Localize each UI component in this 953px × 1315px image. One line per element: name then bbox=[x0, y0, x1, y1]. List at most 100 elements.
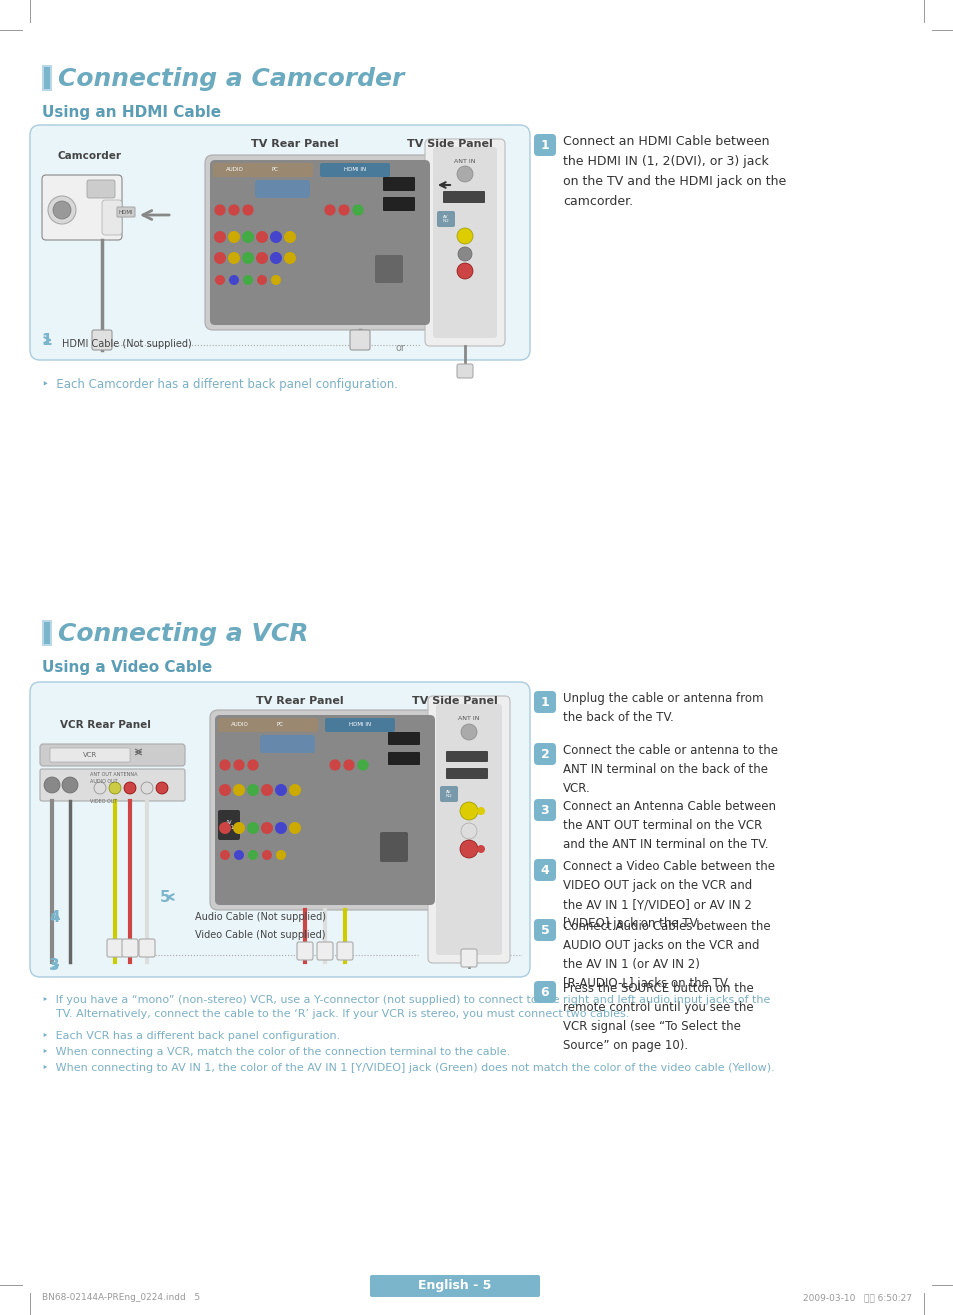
Text: English - 5: English - 5 bbox=[417, 1279, 491, 1293]
Text: HDMI Cable (Not supplied): HDMI Cable (Not supplied) bbox=[62, 339, 192, 348]
Circle shape bbox=[255, 231, 268, 243]
Circle shape bbox=[247, 822, 258, 834]
Circle shape bbox=[242, 231, 253, 243]
Circle shape bbox=[233, 822, 245, 834]
Circle shape bbox=[456, 227, 473, 245]
FancyBboxPatch shape bbox=[254, 180, 310, 199]
Text: AUDIO OUT: AUDIO OUT bbox=[90, 778, 117, 784]
Circle shape bbox=[274, 784, 287, 796]
FancyBboxPatch shape bbox=[460, 949, 476, 967]
Circle shape bbox=[456, 263, 473, 279]
Circle shape bbox=[476, 846, 484, 853]
Circle shape bbox=[229, 275, 239, 285]
FancyBboxPatch shape bbox=[42, 175, 122, 241]
Text: AV
IN 1: AV IN 1 bbox=[224, 819, 233, 830]
Circle shape bbox=[62, 777, 78, 793]
FancyBboxPatch shape bbox=[117, 206, 135, 217]
Circle shape bbox=[356, 759, 369, 771]
FancyBboxPatch shape bbox=[433, 147, 497, 338]
Circle shape bbox=[94, 782, 106, 794]
Text: ‣  Each VCR has a different back panel configuration.: ‣ Each VCR has a different back panel co… bbox=[42, 1031, 340, 1041]
Circle shape bbox=[337, 204, 350, 216]
FancyBboxPatch shape bbox=[325, 718, 395, 732]
Circle shape bbox=[248, 849, 257, 860]
FancyBboxPatch shape bbox=[336, 942, 353, 960]
FancyBboxPatch shape bbox=[214, 715, 435, 905]
Text: Camcorder: Camcorder bbox=[58, 151, 122, 160]
FancyBboxPatch shape bbox=[382, 178, 415, 191]
Circle shape bbox=[270, 231, 282, 243]
Text: Connect an HDMI Cable between
the HDMI IN (1, 2(DVI), or 3) jack
on the TV and t: Connect an HDMI Cable between the HDMI I… bbox=[562, 135, 785, 208]
Text: HDMI IN: HDMI IN bbox=[349, 722, 371, 726]
Circle shape bbox=[261, 822, 273, 834]
Text: VCR: VCR bbox=[83, 752, 97, 757]
FancyBboxPatch shape bbox=[107, 939, 123, 957]
FancyBboxPatch shape bbox=[296, 942, 313, 960]
Circle shape bbox=[270, 252, 282, 264]
Bar bbox=[42, 619, 52, 646]
FancyBboxPatch shape bbox=[40, 769, 185, 801]
FancyBboxPatch shape bbox=[205, 155, 435, 330]
FancyBboxPatch shape bbox=[534, 743, 556, 765]
Text: 1: 1 bbox=[540, 696, 549, 709]
Text: AV
IN2: AV IN2 bbox=[442, 214, 449, 224]
FancyBboxPatch shape bbox=[439, 786, 457, 802]
FancyBboxPatch shape bbox=[446, 751, 488, 761]
FancyBboxPatch shape bbox=[382, 197, 415, 210]
Text: PC: PC bbox=[276, 722, 283, 726]
Circle shape bbox=[352, 204, 364, 216]
Circle shape bbox=[256, 275, 267, 285]
FancyBboxPatch shape bbox=[388, 752, 419, 765]
Circle shape bbox=[329, 759, 340, 771]
Circle shape bbox=[220, 849, 230, 860]
Circle shape bbox=[242, 204, 253, 216]
Circle shape bbox=[275, 849, 286, 860]
FancyBboxPatch shape bbox=[218, 718, 317, 732]
Circle shape bbox=[214, 275, 225, 285]
Circle shape bbox=[459, 802, 477, 821]
Circle shape bbox=[219, 784, 231, 796]
Text: Video Cable (Not supplied): Video Cable (Not supplied) bbox=[194, 930, 325, 940]
Text: 1: 1 bbox=[540, 138, 549, 151]
Text: TV Side Panel: TV Side Panel bbox=[412, 696, 497, 706]
Circle shape bbox=[284, 231, 295, 243]
Circle shape bbox=[476, 807, 484, 815]
Text: 4: 4 bbox=[540, 864, 549, 877]
Circle shape bbox=[324, 204, 335, 216]
Text: AV
IN2: AV IN2 bbox=[445, 790, 452, 798]
Text: VIDEO OUT: VIDEO OUT bbox=[90, 800, 117, 803]
FancyBboxPatch shape bbox=[91, 330, 112, 350]
Text: TV Rear Panel: TV Rear Panel bbox=[251, 139, 338, 149]
Circle shape bbox=[124, 782, 136, 794]
Circle shape bbox=[460, 725, 476, 740]
FancyBboxPatch shape bbox=[30, 682, 530, 977]
FancyBboxPatch shape bbox=[534, 859, 556, 881]
Text: 4: 4 bbox=[50, 910, 60, 924]
Circle shape bbox=[44, 777, 60, 793]
Circle shape bbox=[233, 784, 245, 796]
FancyBboxPatch shape bbox=[534, 690, 556, 713]
Text: ANT OUT ANTENNA: ANT OUT ANTENNA bbox=[90, 772, 137, 777]
Text: HDMI: HDMI bbox=[118, 209, 133, 214]
FancyBboxPatch shape bbox=[102, 200, 122, 235]
Text: Connect a Video Cable between the
VIDEO OUT jack on the VCR and
the AV IN 1 [Y/V: Connect a Video Cable between the VIDEO … bbox=[562, 860, 774, 930]
Text: Connect Audio Cables between the
AUDIO OUT jacks on the VCR and
the AV IN 1 (or : Connect Audio Cables between the AUDIO O… bbox=[562, 920, 770, 990]
FancyBboxPatch shape bbox=[218, 810, 240, 840]
Circle shape bbox=[274, 822, 287, 834]
Circle shape bbox=[228, 231, 240, 243]
Text: Connecting a Camcorder: Connecting a Camcorder bbox=[58, 67, 404, 91]
FancyBboxPatch shape bbox=[375, 255, 402, 283]
Text: Connecting a VCR: Connecting a VCR bbox=[58, 622, 308, 646]
Circle shape bbox=[271, 275, 281, 285]
FancyBboxPatch shape bbox=[534, 800, 556, 821]
Circle shape bbox=[213, 252, 226, 264]
Text: ANT IN: ANT IN bbox=[457, 715, 479, 721]
Circle shape bbox=[243, 275, 253, 285]
FancyBboxPatch shape bbox=[379, 832, 408, 863]
Bar bbox=[44, 622, 50, 644]
FancyBboxPatch shape bbox=[139, 939, 154, 957]
Circle shape bbox=[289, 822, 301, 834]
Text: Unplug the cable or antenna from
the back of the TV.: Unplug the cable or antenna from the bac… bbox=[562, 692, 762, 725]
FancyBboxPatch shape bbox=[436, 210, 455, 227]
FancyBboxPatch shape bbox=[210, 710, 439, 910]
